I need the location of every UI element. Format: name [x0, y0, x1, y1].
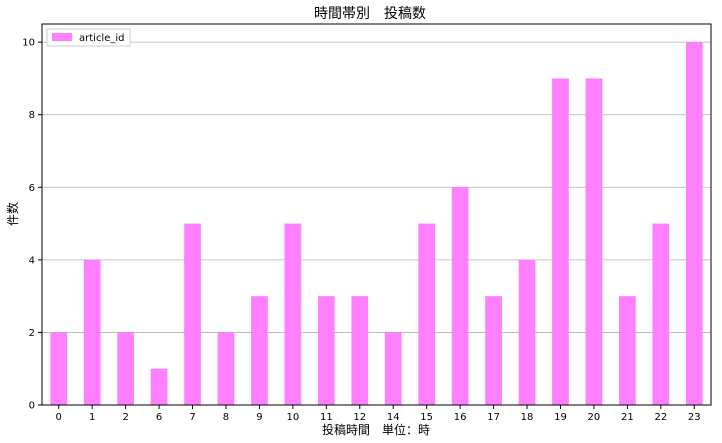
bar	[284, 223, 302, 405]
x-tick-label: 14	[387, 412, 400, 423]
x-tick-label: 7	[189, 412, 195, 423]
x-tick-label: 19	[554, 412, 567, 423]
bar	[619, 296, 636, 405]
x-tick-label: 9	[256, 412, 262, 423]
y-grid	[42, 41, 711, 406]
x-tick-label: 10	[287, 412, 300, 423]
x-tick-label: 18	[521, 412, 534, 423]
chart-title: 時間帯別 投稿数	[314, 6, 426, 22]
bar	[518, 259, 536, 405]
x-tick-label: 1	[89, 412, 95, 423]
x-tick-label: 11	[320, 412, 333, 423]
x-axis-title: 投稿時間 単位：時	[322, 422, 430, 437]
legend-label: article_id	[79, 33, 125, 44]
x-tick-label: 15	[420, 412, 433, 423]
x-tick-label: 21	[621, 412, 634, 423]
bar	[251, 296, 268, 405]
bar	[117, 332, 134, 405]
bar	[652, 223, 670, 405]
legend-swatch	[52, 33, 72, 41]
bar	[351, 296, 369, 405]
y-tick-label: 6	[29, 183, 35, 194]
x-tick-label: 17	[487, 412, 500, 423]
bar	[184, 223, 201, 405]
bar	[50, 332, 68, 405]
bar	[317, 296, 335, 405]
x-ticks: 0 1 2 6 7 8 9 10 11 12 14 15 16 17 18 19 20 21 22 23	[56, 405, 701, 423]
bar	[451, 187, 469, 405]
bar	[685, 42, 703, 406]
bar	[485, 296, 502, 405]
y-ticks: 0 2 4 6 8 10	[22, 38, 42, 412]
bar	[552, 78, 569, 405]
bar	[384, 332, 402, 405]
bars	[50, 42, 703, 406]
x-tick-label: 12	[353, 412, 366, 423]
bar	[83, 259, 101, 405]
x-tick-label: 6	[156, 412, 162, 423]
bar	[150, 368, 168, 405]
plot-frame	[41, 23, 712, 406]
bar	[585, 78, 603, 405]
y-tick-label: 8	[29, 110, 35, 121]
x-tick-label: 22	[654, 412, 667, 423]
x-tick-label: 20	[588, 412, 601, 423]
y-axis-title: 件数	[5, 202, 20, 226]
x-tick-label: 23	[688, 412, 701, 423]
y-tick-label: 2	[29, 328, 35, 339]
y-tick-label: 10	[22, 38, 35, 49]
x-tick-label: 2	[122, 412, 128, 423]
x-tick-label: 8	[223, 412, 229, 423]
legend: article_id	[46, 28, 131, 47]
y-tick-label: 4	[29, 255, 35, 266]
x-tick-label: 0	[56, 412, 62, 423]
y-tick-label: 0	[29, 401, 35, 412]
bar	[418, 223, 436, 405]
x-tick-label: 16	[454, 412, 467, 423]
bar	[217, 332, 235, 405]
